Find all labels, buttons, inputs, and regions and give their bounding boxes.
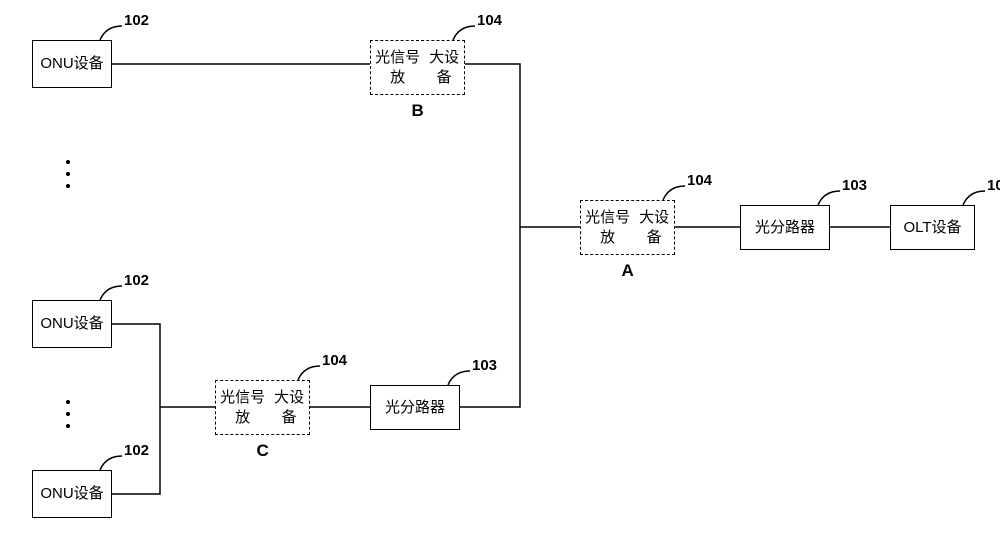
ref-onu3: 102 (124, 442, 149, 459)
node-label: 光分路器 (385, 398, 445, 418)
node-label: 光分路器 (755, 218, 815, 238)
node-label: 光信号放 (581, 208, 634, 247)
node-label: 光信号放 (216, 388, 269, 427)
ref-lead (453, 26, 475, 40)
ref-lead (963, 191, 985, 205)
ref-lead (100, 456, 122, 470)
sublabel-ampC: C (257, 441, 269, 461)
edges-layer (0, 0, 1000, 552)
node-ampB: 光信号放大设备 (370, 40, 465, 95)
vertical-ellipsis (66, 400, 70, 428)
node-splitter2: 光分路器 (370, 385, 460, 430)
node-label: ONU设备 (40, 54, 103, 74)
diagram-canvas: ONU设备102光信号放大设备104B光信号放大设备104A光分路器103OLT… (0, 0, 1000, 552)
node-splitter1: 光分路器 (740, 205, 830, 250)
node-label: 大设备 (269, 388, 309, 427)
sublabel-ampB: B (412, 101, 424, 121)
ref-splitter1: 103 (842, 177, 867, 194)
node-ampA: 光信号放大设备 (580, 200, 675, 255)
sublabel-ampA: A (622, 261, 634, 281)
node-label: OLT设备 (903, 218, 961, 238)
edge (112, 324, 215, 407)
ref-ampB: 104 (477, 12, 502, 29)
node-ampC: 光信号放大设备 (215, 380, 310, 435)
edge (460, 227, 520, 407)
ref-ampC: 104 (322, 352, 347, 369)
ref-lead (100, 26, 122, 40)
node-label: ONU设备 (40, 484, 103, 504)
ref-onu1: 102 (124, 12, 149, 29)
ref-onu2: 102 (124, 272, 149, 289)
node-onu1: ONU设备 (32, 40, 112, 88)
ref-lead (100, 286, 122, 300)
node-label: 大设备 (634, 208, 674, 247)
ref-lead (298, 366, 320, 380)
node-olt: OLT设备 (890, 205, 975, 250)
ref-splitter2: 103 (472, 357, 497, 374)
node-label: ONU设备 (40, 314, 103, 334)
ref-olt: 101 (987, 177, 1000, 194)
ref-lead (663, 186, 685, 200)
vertical-ellipsis (66, 160, 70, 188)
node-onu2: ONU设备 (32, 300, 112, 348)
node-onu3: ONU设备 (32, 470, 112, 518)
ref-ampA: 104 (687, 172, 712, 189)
ref-lead (448, 371, 470, 385)
ref-lead (818, 191, 840, 205)
edge (465, 64, 580, 227)
node-label: 大设备 (424, 48, 464, 87)
node-label: 光信号放 (371, 48, 424, 87)
